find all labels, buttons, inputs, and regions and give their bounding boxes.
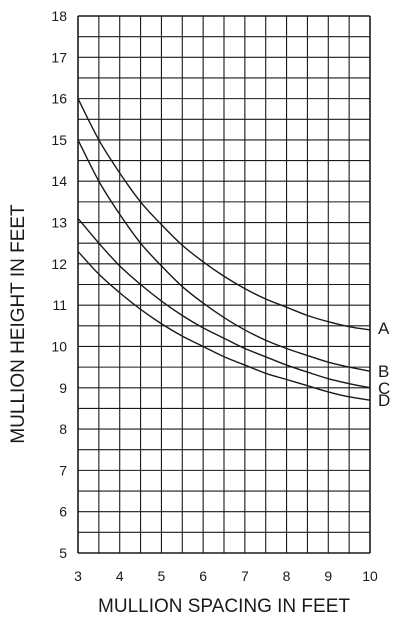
x-tick-label: 4 — [116, 568, 124, 584]
curve-b — [77, 139, 371, 372]
curve-d — [77, 250, 371, 401]
curve-label-c: C — [378, 379, 390, 398]
x-tick-label: 9 — [324, 568, 332, 584]
tick-labels: 3 4 5 6 7 8 9 10 5 6 7 8 9 10 11 12 13 14 15 16 17 18 — [51, 8, 378, 584]
x-tick-label: 3 — [74, 568, 82, 584]
series-labels: A BCD — [378, 319, 390, 410]
y-tick-label: 6 — [59, 504, 67, 520]
series-curves — [77, 98, 371, 401]
curve-label-d: D — [378, 391, 390, 410]
y-tick-label: 9 — [59, 380, 67, 396]
x-tick-label: 6 — [199, 568, 207, 584]
y-tick-label: 7 — [59, 462, 67, 478]
x-tick-label: 5 — [158, 568, 166, 584]
y-tick-label: 11 — [52, 297, 67, 313]
x-tick-label: 10 — [362, 568, 378, 584]
curve-label-a: A — [378, 319, 390, 338]
y-tick-label: 17 — [51, 49, 67, 65]
y-tick-label: 18 — [51, 8, 67, 24]
y-tick-label: 15 — [51, 132, 67, 148]
curve-c — [77, 217, 371, 389]
y-tick-label: 8 — [59, 421, 67, 437]
y-tick-label: 12 — [51, 256, 67, 272]
curve-label-b: B — [378, 362, 389, 381]
y-tick-label: 10 — [51, 338, 67, 354]
y-tick-label: 14 — [51, 173, 67, 189]
y-tick-label: 5 — [59, 545, 67, 561]
y-axis-title: MULLION HEIGHT IN FEET — [8, 204, 29, 444]
y-tick-label: 13 — [51, 215, 67, 231]
x-tick-label: 7 — [241, 568, 249, 584]
y-tick-label: 16 — [51, 91, 67, 107]
x-tick-label: 8 — [283, 568, 291, 584]
grid-lines — [77, 15, 371, 554]
curve-a — [77, 98, 371, 331]
x-axis-title: MULLION SPACING IN FEET — [98, 596, 350, 617]
